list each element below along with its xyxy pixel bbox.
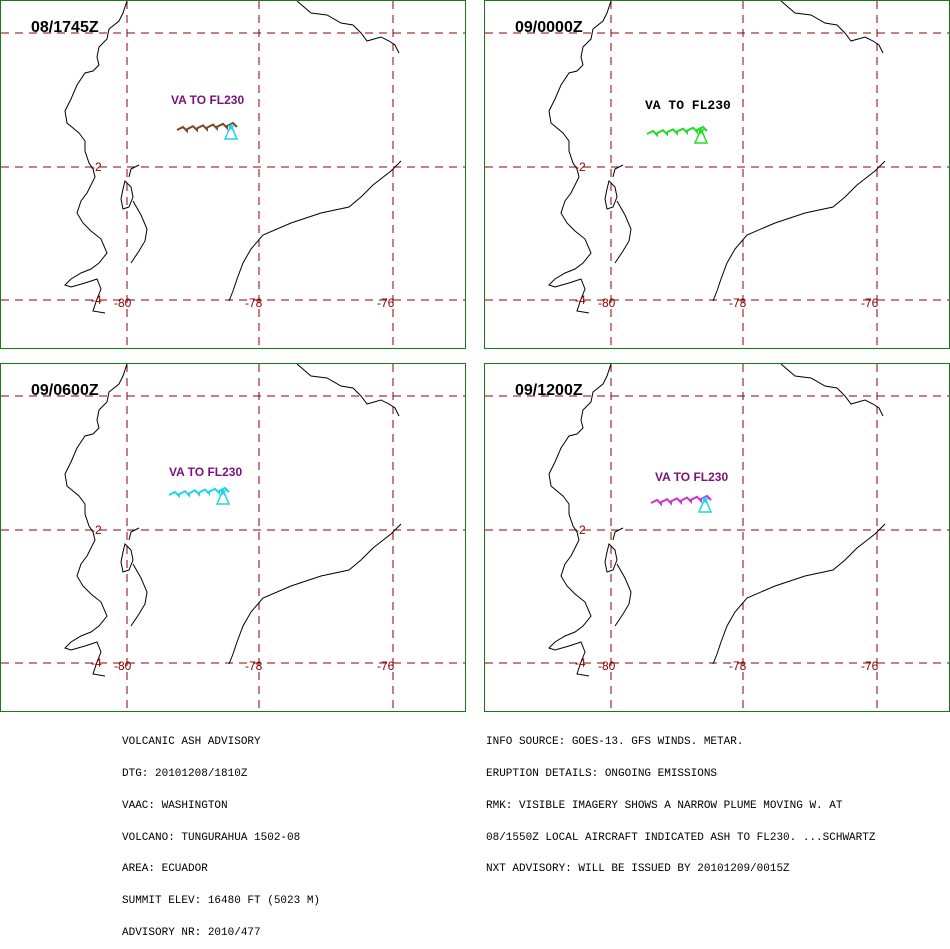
va-label: VA TO FL230 (171, 93, 245, 107)
coastline (712, 523, 886, 665)
va-label: VA TO FL230 (655, 470, 729, 484)
lat-tick-2: -2 (575, 523, 586, 537)
coastline (712, 160, 886, 302)
va-label: VA TO FL230 (169, 465, 243, 479)
coastline (128, 164, 140, 178)
advisory-line: 08/1550Z LOCAL AIRCRAFT INDICATED ASH TO… (486, 831, 876, 844)
ash-plume (176, 121, 239, 140)
volcano-vent (219, 489, 227, 497)
advisory-line: VOLCANO: TUNGURAHUA 1502-08 (122, 831, 301, 844)
lat-tick-2: -2 (91, 160, 102, 174)
advisory-info-left: VOLCANIC ASH ADVISORY DTG: 20101208/1810… (122, 716, 320, 949)
map-canvas (485, 364, 949, 711)
lon-tick-78: -78 (729, 659, 747, 673)
lat-tick-2: -2 (91, 523, 102, 537)
coastline (228, 160, 402, 302)
coastline (130, 563, 148, 627)
coastline (120, 180, 134, 210)
ash-plume (650, 494, 713, 513)
lat-tick-2: -2 (575, 160, 586, 174)
advisory-line: DTG: 20101208/1810Z (122, 767, 248, 780)
map-canvas (1, 364, 465, 711)
coastline (228, 523, 402, 665)
map-panel-2: 09/0000Z VA TO FL230 -2 -4 -80 -78 -76 (484, 0, 950, 349)
advisory-line: INFO SOURCE: GOES-13. GFS WINDS. METAR. (486, 736, 744, 749)
lon-tick-80: -80 (114, 296, 132, 310)
lat-tick-4: -4 (91, 293, 102, 307)
volcano-vent (697, 128, 705, 136)
lat-tick-4: -4 (575, 293, 586, 307)
volcano-outline (697, 496, 713, 513)
coastline (612, 164, 624, 178)
lat-tick-4: -4 (575, 656, 586, 670)
coastline (130, 200, 148, 264)
volcano-outline (693, 127, 709, 144)
panel-time: 09/0000Z (515, 19, 583, 36)
ash-plume (646, 125, 709, 144)
coastline (612, 527, 624, 541)
volcano-vent (227, 124, 235, 132)
advisory-line: ADVISORY NR: 2010/477 (122, 926, 261, 939)
coastline (548, 1, 612, 314)
coastline (780, 364, 884, 417)
lon-tick-76: -76 (377, 296, 395, 310)
map-panel-1: 08/1745Z VA TO FL230 -2 -4 -80 -78 -76 (0, 0, 466, 349)
advisory-info-right: INFO SOURCE: GOES-13. GFS WINDS. METAR. … (486, 716, 875, 886)
advisory-line: VAAC: WASHINGTON (122, 799, 228, 812)
advisory-line: NXT ADVISORY: WILL BE ISSUED BY 20101209… (486, 863, 790, 876)
coastline (548, 364, 612, 677)
panel-time: 08/1745Z (31, 19, 99, 36)
coastline (120, 543, 134, 573)
coastline (604, 543, 618, 573)
map-canvas (1, 1, 465, 348)
map-canvas (485, 1, 949, 348)
advisory-line: AREA: ECUADOR (122, 863, 208, 876)
coastline (604, 180, 618, 210)
panel-time: 09/1200Z (515, 382, 583, 399)
lon-tick-78: -78 (245, 659, 263, 673)
lon-tick-80: -80 (598, 296, 616, 310)
ash-plume (168, 486, 231, 505)
coastline (64, 1, 128, 314)
plume-track (646, 125, 708, 138)
lon-tick-76: -76 (861, 659, 879, 673)
plume-track (176, 121, 238, 134)
advisory-line: RMK: VISIBLE IMAGERY SHOWS A NARROW PLUM… (486, 799, 843, 812)
panel-time: 09/0600Z (31, 382, 99, 399)
coastline (64, 364, 128, 677)
lon-tick-78: -78 (245, 296, 263, 310)
coastline (296, 1, 400, 54)
coastline (296, 364, 400, 417)
advisory-line: VOLCANIC ASH ADVISORY (122, 736, 261, 749)
map-panel-3: 09/0600Z VA TO FL230 -2 -4 -80 -78 -76 (0, 363, 466, 712)
lon-tick-76: -76 (861, 296, 879, 310)
lon-tick-78: -78 (729, 296, 747, 310)
lat-tick-4: -4 (91, 656, 102, 670)
advisory-line: SUMMIT ELEV: 16480 FT (5023 M) (122, 895, 321, 908)
coastline (614, 200, 632, 264)
volcano-outline (215, 488, 231, 505)
coastline (128, 527, 140, 541)
advisory-line: ERUPTION DETAILS: ONGOING EMISSIONS (486, 767, 718, 780)
lon-tick-80: -80 (598, 659, 616, 673)
plume-track (650, 494, 712, 507)
volcano-vent (701, 497, 709, 505)
volcano-outline (223, 123, 239, 140)
va-label: VA TO FL230 (645, 98, 731, 113)
plume-track (168, 486, 230, 499)
coastline (614, 563, 632, 627)
map-panel-4: 09/1200Z VA TO FL230 -2 -4 -80 -78 -76 (484, 363, 950, 712)
coastline (780, 1, 884, 54)
lon-tick-76: -76 (377, 659, 395, 673)
lon-tick-80: -80 (114, 659, 132, 673)
